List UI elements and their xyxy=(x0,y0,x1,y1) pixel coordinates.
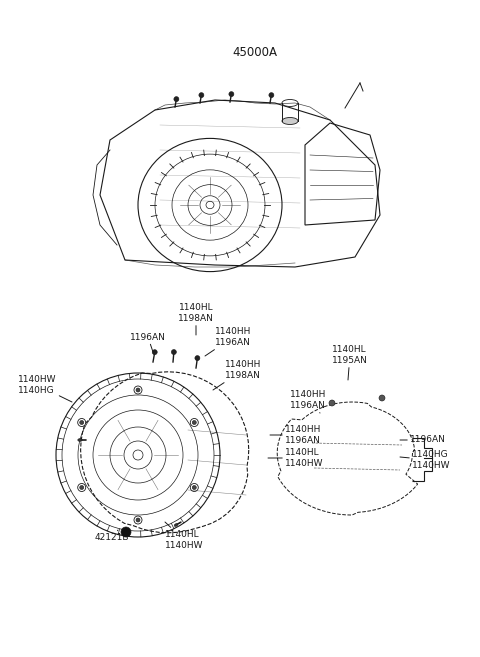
Text: 1140HL
1140HW: 1140HL 1140HW xyxy=(165,522,204,550)
Circle shape xyxy=(134,516,142,524)
Text: 1140HW
1140HG: 1140HW 1140HG xyxy=(18,375,72,402)
Circle shape xyxy=(192,486,196,489)
Circle shape xyxy=(136,388,140,392)
Circle shape xyxy=(136,518,140,522)
Text: 42121B: 42121B xyxy=(95,530,130,543)
Text: 1140HH
1196AN: 1140HH 1196AN xyxy=(270,425,322,445)
Ellipse shape xyxy=(282,99,298,106)
Circle shape xyxy=(78,484,86,491)
Ellipse shape xyxy=(78,439,82,442)
Text: 1140HL
1140HW: 1140HL 1140HW xyxy=(268,448,324,468)
Text: 1140HL
1198AN: 1140HL 1198AN xyxy=(178,303,214,335)
Circle shape xyxy=(379,395,385,401)
Text: 1140HH
1196AN: 1140HH 1196AN xyxy=(205,327,252,356)
Text: 1140HG
1140HW: 1140HG 1140HW xyxy=(400,450,451,470)
Circle shape xyxy=(152,350,157,355)
Circle shape xyxy=(192,420,196,424)
Text: 1196AN: 1196AN xyxy=(130,332,166,352)
Circle shape xyxy=(134,386,142,394)
Circle shape xyxy=(80,420,84,424)
Circle shape xyxy=(229,91,234,97)
Circle shape xyxy=(174,97,179,102)
Circle shape xyxy=(190,484,198,491)
Circle shape xyxy=(121,527,131,537)
Text: 45000A: 45000A xyxy=(232,45,277,58)
Circle shape xyxy=(190,419,198,426)
Circle shape xyxy=(171,350,176,355)
Circle shape xyxy=(199,93,204,98)
Circle shape xyxy=(269,93,274,98)
Ellipse shape xyxy=(174,524,178,526)
Ellipse shape xyxy=(282,118,298,124)
Text: 1140HL
1195AN: 1140HL 1195AN xyxy=(332,345,368,380)
Circle shape xyxy=(195,355,200,361)
Circle shape xyxy=(80,486,84,489)
Text: 1196AN: 1196AN xyxy=(400,436,446,445)
Circle shape xyxy=(329,400,335,406)
Text: 1140HH
1196AN: 1140HH 1196AN xyxy=(290,390,326,413)
Circle shape xyxy=(78,419,86,426)
Text: 1140HH
1198AN: 1140HH 1198AN xyxy=(213,360,262,390)
